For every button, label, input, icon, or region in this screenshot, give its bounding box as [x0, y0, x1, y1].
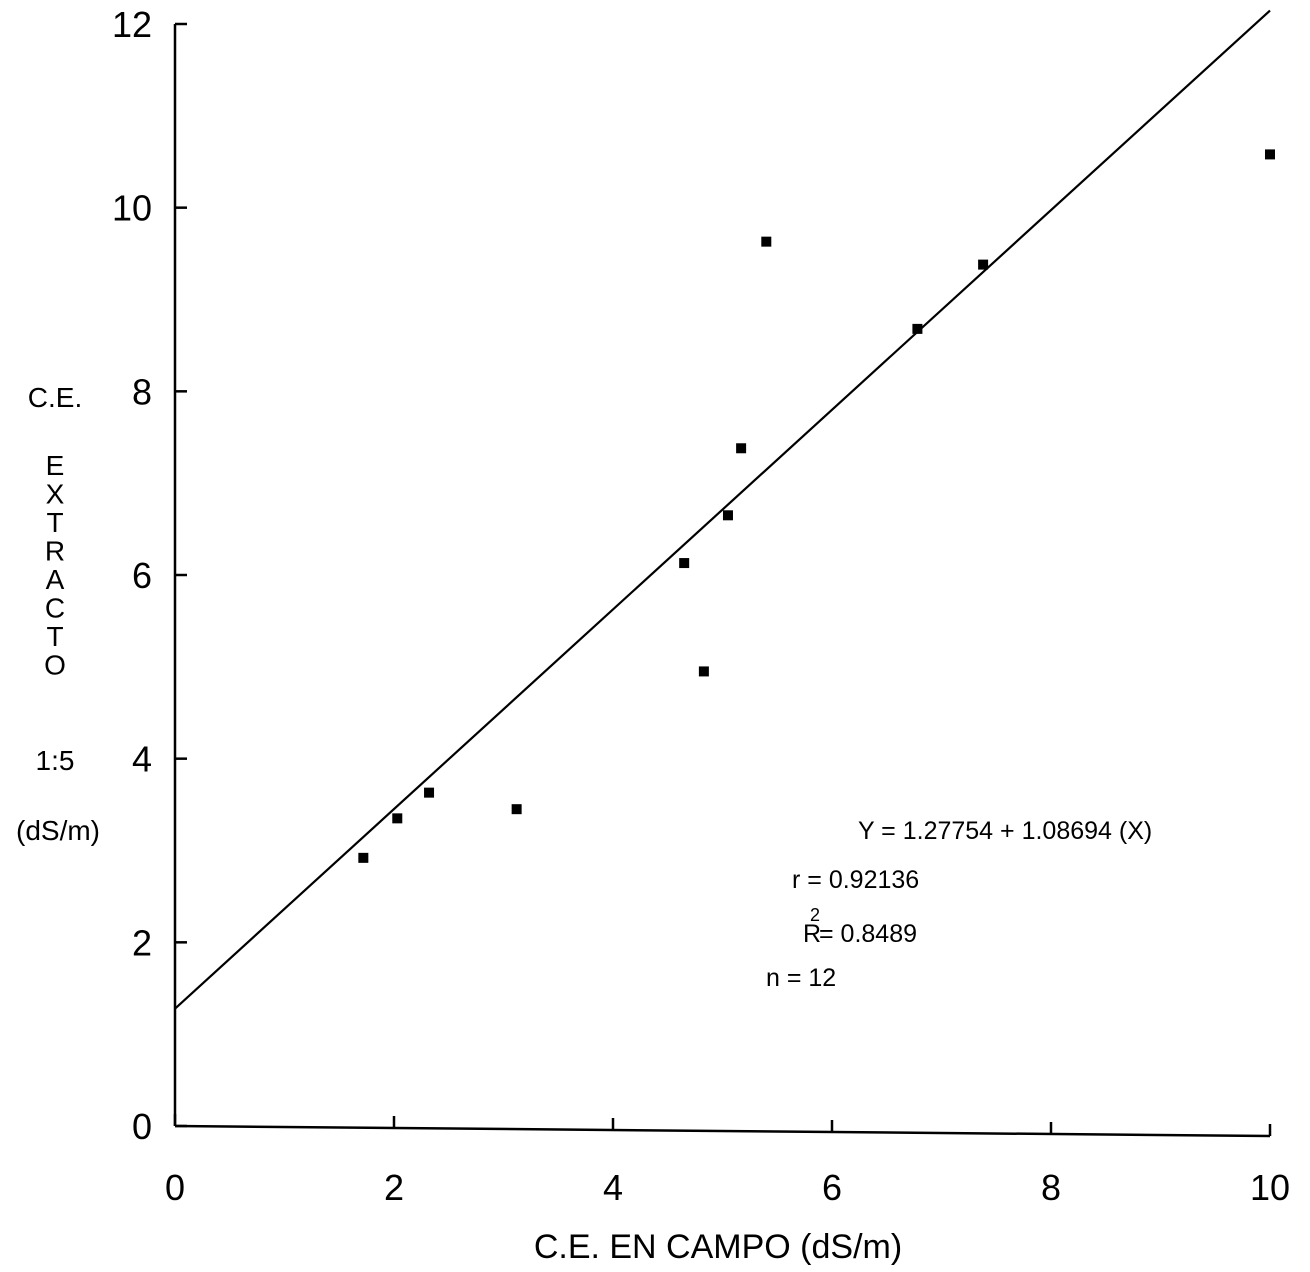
regression-stats: Y = 1.27754 + 1.08694 (X) r = 0.92136 R …: [766, 817, 1152, 992]
y-label-letter: O: [44, 650, 66, 681]
y-label-letter: R: [45, 536, 65, 567]
r-squared-value: = 0.8489: [819, 920, 917, 948]
data-point: [1265, 149, 1275, 160]
r-squared-base: R: [803, 920, 821, 948]
data-point: [679, 558, 690, 569]
x-tick-label: 2: [384, 1167, 404, 1208]
y-label-letter: A: [46, 564, 65, 595]
regression-line: [174, 9, 1271, 1010]
y-tick-label: 2: [132, 922, 152, 963]
y-label-letter: E: [46, 450, 65, 481]
x-tick-label: 0: [165, 1167, 185, 1208]
data-point: [722, 510, 733, 521]
data-point: [978, 259, 989, 270]
y-label-letter: T: [46, 621, 63, 652]
r-squared-superscript: 2: [810, 905, 820, 925]
axes: [173, 24, 1271, 1138]
y-tick-label: 8: [132, 371, 152, 412]
data-point: [912, 323, 923, 334]
y-tick-label: 10: [112, 188, 152, 229]
y-label-letter: C: [45, 593, 65, 624]
x-tick-label: 4: [603, 1167, 623, 1208]
ticks: 0 2 4 6 8 10 12 0 2 4 6 8 10: [112, 4, 1290, 1208]
x-tick-label: 8: [1041, 1167, 1061, 1208]
y-label-letter: T: [46, 507, 63, 538]
regression-equation: Y = 1.27754 + 1.08694 (X): [858, 817, 1152, 845]
data-point: [358, 852, 369, 863]
data-point: [511, 804, 522, 815]
data-point: [698, 666, 709, 677]
data-point: [761, 236, 772, 247]
data-point: [736, 443, 747, 454]
correlation-r: r = 0.92136: [792, 866, 919, 894]
y-label-line1: C.E.: [28, 382, 82, 413]
y-tick-label: 6: [132, 555, 152, 596]
y-tick-label: 4: [132, 739, 152, 780]
x-axis-label: C.E. EN CAMPO (dS/m): [534, 1228, 902, 1266]
y-label-unit: (dS/m): [16, 815, 100, 846]
data-point: [392, 813, 403, 824]
data-point: [424, 787, 435, 798]
y-tick-label: 12: [112, 4, 152, 45]
x-axis-line: [174, 1124, 1271, 1138]
sample-size-n: n = 12: [766, 964, 836, 992]
y-label-letter: X: [46, 479, 65, 510]
data-points: [358, 149, 1275, 863]
y-tick-label: 0: [132, 1106, 152, 1147]
x-tick-label: 10: [1250, 1167, 1290, 1208]
x-tick-label: 6: [822, 1167, 842, 1208]
regression-line-group: [174, 9, 1271, 1010]
y-label-ratio: 1:5: [36, 745, 75, 776]
